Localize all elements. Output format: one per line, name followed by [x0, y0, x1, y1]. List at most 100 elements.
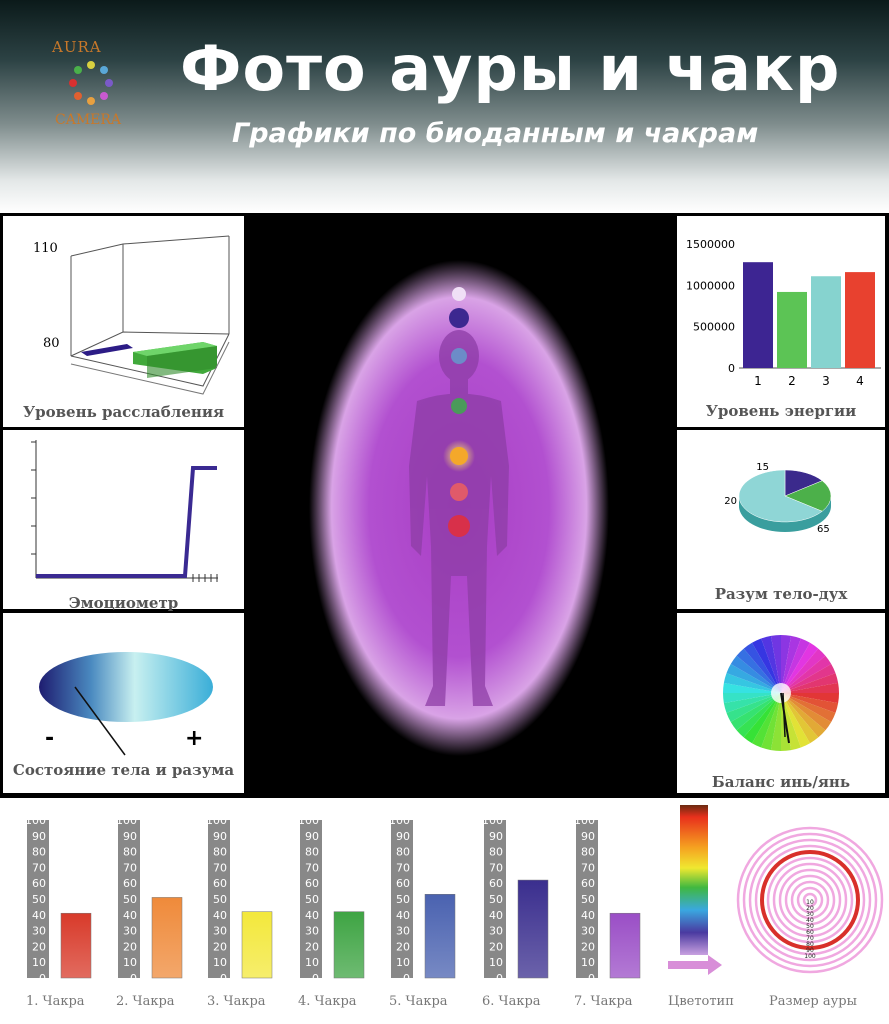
body-mind-gauge — [39, 652, 213, 756]
wheel-segment — [781, 635, 792, 693]
wheel-segment — [781, 655, 832, 693]
pie-slice — [738, 469, 823, 523]
aura-ring-number: 70 — [806, 935, 814, 942]
aura-ring — [772, 862, 848, 938]
energy-bar — [845, 272, 875, 368]
chakra-scale-tick: 70 — [32, 861, 46, 874]
chakra-scale-tick: 10 — [489, 956, 503, 969]
wheel-segment — [781, 693, 839, 704]
energy-ytick: 0 — [728, 362, 735, 375]
chakra-scale-tick: 10 — [581, 956, 595, 969]
wheel-segment — [781, 693, 839, 713]
chakra-label: 7. Чакра — [574, 994, 633, 1009]
chakra-scale-tick: 90 — [32, 830, 46, 843]
aura-ring — [742, 832, 878, 968]
wheel-segment — [761, 635, 781, 693]
aura-ring-number: 100 — [804, 953, 816, 960]
chakra-scale-tick: 20 — [489, 940, 503, 953]
chakra-scale-tick: 0 — [312, 972, 319, 985]
chakra-scale-tick: 30 — [305, 925, 319, 938]
energy-ytick: 1000000 — [686, 279, 735, 292]
chakra-bar — [609, 912, 641, 979]
aura-ring-number: 80 — [806, 941, 814, 948]
chakra-scale-tick: 10 — [213, 956, 227, 969]
chakra-scale-tick: 40 — [32, 909, 46, 922]
wheel-segment — [736, 648, 781, 693]
chakra-label: 1. Чакра — [26, 994, 85, 1009]
yin-yang-caption: Баланс инь/янь — [711, 773, 851, 791]
chakra-bar — [517, 879, 549, 979]
aura-ring-number: 40 — [806, 917, 814, 924]
aura-size-marker — [760, 850, 860, 950]
aura-ring — [778, 868, 842, 932]
chakra-scale-tick: 70 — [305, 861, 319, 874]
minus-sign: - — [45, 726, 55, 751]
chakra-scale-tick: 0 — [220, 972, 227, 985]
aura-ring — [784, 874, 836, 926]
chakra-scale-tick: 40 — [213, 909, 227, 922]
energy-bar — [811, 276, 841, 368]
aura-ring-number: 90 — [806, 947, 814, 954]
wheel-segment — [723, 682, 781, 693]
chakra-scale — [118, 820, 140, 978]
chakra-scale-tick: 100 — [482, 814, 503, 827]
chakra-scale-tick: 90 — [213, 830, 227, 843]
chakra-scale — [576, 820, 598, 978]
aura-ring-number: 30 — [806, 911, 814, 918]
pie-label: 20 — [724, 496, 737, 507]
chakra-scale — [391, 820, 413, 978]
chakra-scale-tick: 0 — [496, 972, 503, 985]
mind-body-spirit-caption: Разум тело-дух — [714, 585, 848, 603]
chakra-scale-tick: 60 — [305, 877, 319, 890]
wheel-segment — [781, 673, 839, 693]
chakra-scale-tick: 80 — [581, 846, 595, 859]
chakra-scale-tick: 50 — [123, 893, 137, 906]
chakra-scale-tick: 30 — [123, 925, 137, 938]
wheel-segment — [726, 693, 781, 722]
energy-xtick: 4 — [856, 374, 864, 388]
chakra-scale-tick: 100 — [206, 814, 227, 827]
relaxation-caption: Уровень расслабления — [22, 403, 225, 421]
chakra-scale-tick: 60 — [32, 877, 46, 890]
chakra-scale-tick: 100 — [574, 814, 595, 827]
chakra-scale-tick: 50 — [213, 893, 227, 906]
colortype-label: Цветотип — [668, 994, 734, 1009]
energy-bar — [777, 291, 807, 368]
chakra-scale-tick: 10 — [396, 956, 410, 969]
wheel-segment — [781, 638, 810, 693]
chakra-scale-tick: 90 — [396, 830, 410, 843]
aura-ring-number: 60 — [806, 929, 814, 936]
chakra-label: 5. Чакра — [389, 994, 448, 1009]
chakra-scale-tick: 50 — [396, 893, 410, 906]
plus-sign: + — [185, 726, 204, 751]
chakra-scale-tick: 90 — [581, 830, 595, 843]
chakra-scale-tick: 50 — [581, 893, 595, 906]
logo-icon — [69, 61, 113, 105]
pie-label: 15 — [756, 462, 769, 473]
energy-xtick: 2 — [788, 374, 796, 388]
wheel-segment — [730, 655, 781, 693]
energy-xtick: 1 — [754, 374, 762, 388]
aura-ring — [754, 844, 866, 956]
wheel-segment — [743, 642, 781, 693]
wheel-segment — [761, 693, 781, 751]
chakra-bar — [151, 897, 183, 979]
chakra-scale-tick: 80 — [305, 846, 319, 859]
pie-label: 65 — [817, 524, 830, 535]
chakra-scale-tick: 80 — [32, 846, 46, 859]
logo-text-top: AURA — [52, 38, 102, 56]
wheel-segment — [726, 664, 781, 693]
chakra-bar — [60, 912, 92, 979]
aura-size-label: Размер ауры — [769, 994, 857, 1009]
logo-text-bottom: CAMERA — [55, 112, 122, 128]
wheel-segment — [781, 664, 836, 693]
chakra-scale-tick: 30 — [396, 925, 410, 938]
chakra-scale-tick: 0 — [130, 972, 137, 985]
chakra-scale-tick: 30 — [581, 925, 595, 938]
chakra-scale-tick: 70 — [213, 861, 227, 874]
chakra-scale-tick: 70 — [581, 861, 595, 874]
wheel-segment — [781, 648, 826, 693]
chakra-scale-tick: 100 — [25, 814, 46, 827]
wheel-segment — [781, 693, 826, 738]
